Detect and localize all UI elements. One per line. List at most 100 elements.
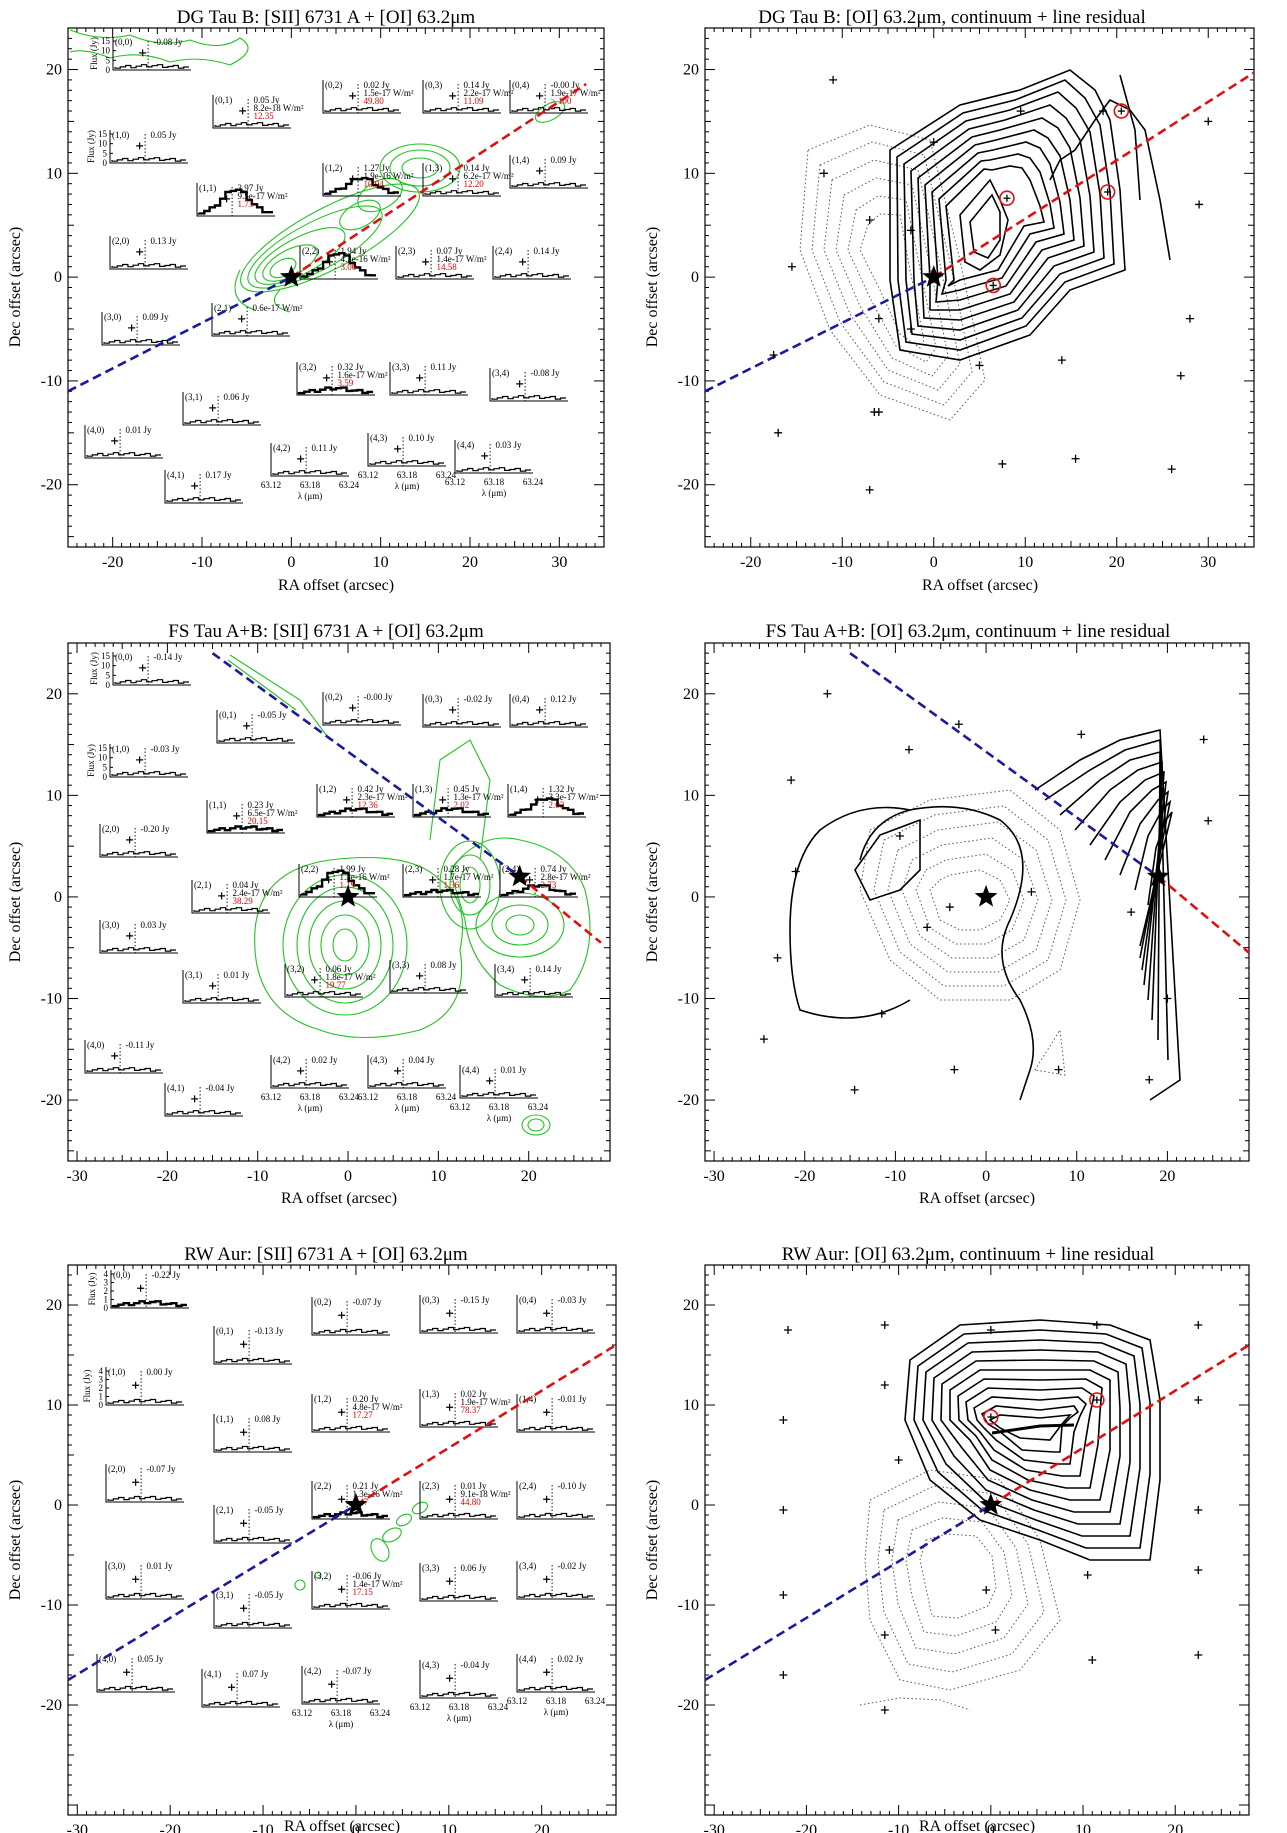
spectrum-cell: (4,3) 0.10 Jy — [367, 433, 446, 467]
cell-index-label: (3,1) — [216, 1590, 233, 1600]
spectrum-cell: (3,1) -0.05 Jy — [213, 1590, 292, 1629]
wavelength-tick-label: 63.12 — [261, 480, 281, 490]
y-tick-label: -20 — [41, 1697, 62, 1714]
flux-axis-label: Flux (Jy) — [86, 130, 96, 163]
spectrum-cell: (1,1) 3.97 Jy9.5e-17 W/m²1.73 — [196, 183, 288, 217]
flux-tick-label: 0 — [103, 772, 108, 782]
cell-axes — [412, 784, 491, 818]
x-tick-label: -10 — [247, 1168, 268, 1185]
spaxel-marker — [1027, 887, 1036, 896]
cell-axes — [182, 392, 261, 426]
cell-index-label: (4,2) — [304, 1666, 321, 1676]
x-tick-label: 0 — [987, 1822, 995, 1833]
spectrum-trace — [421, 1512, 496, 1518]
spectrum-cell: (0,3) -0.15 Jy — [419, 1295, 498, 1334]
cell-axes — [516, 1561, 595, 1600]
cell-index-label: (3,2) — [287, 964, 304, 974]
x-tick-label: 0 — [344, 1168, 352, 1185]
cell-flux-value: 0.12 Jy — [551, 694, 578, 704]
cell-index-label: (0,1) — [215, 95, 232, 105]
cell-line-ratio: 1.19 — [340, 880, 356, 890]
blue-jet-axis — [211, 652, 521, 878]
x-tick-label: 10 — [1075, 1822, 1091, 1833]
x-axis-label: RA offset (arcsec) — [284, 1818, 400, 1833]
cell-axes — [419, 1660, 498, 1699]
spectrum-trace — [215, 1357, 290, 1363]
x-axis-label: RA offset (arcsec) — [919, 1190, 1035, 1207]
spectrum-cell: (4,2) 0.11 Jy — [270, 443, 349, 477]
spaxel-marker — [449, 92, 457, 100]
cell-index-label: (0,4) — [519, 1295, 536, 1305]
flux-tick-label: 15 — [101, 651, 111, 661]
wavelength-tick-label: 63.18 — [397, 470, 418, 480]
cell-axes — [284, 964, 363, 998]
spectrum-trace — [403, 888, 479, 897]
spaxel-marker — [1185, 314, 1194, 323]
cell-axes — [270, 443, 349, 477]
spectra-grid: (0,0) -0.14 Jy(0,1) -0.05 Jy(0,2) -0.00 Jy(… — [84, 651, 599, 1123]
spectrum-trace — [214, 122, 289, 127]
cell-axes — [422, 694, 501, 728]
red-jet-axis — [990, 1343, 1250, 1507]
flux-tick-label: 15 — [101, 36, 111, 46]
spaxel-marker — [880, 1706, 889, 1714]
spectrum-cell: (3,1) 0.06 Jy — [182, 392, 261, 426]
wavelength-axis-label: λ (μm) — [544, 1707, 568, 1717]
spectrum-cell: (0,1) -0.05 Jy — [216, 710, 295, 744]
spaxel-marker — [1194, 1506, 1203, 1514]
spectrum-trace — [286, 991, 361, 996]
wavelength-axis-label: λ (μm) — [447, 1713, 471, 1723]
flux-tick-label: 0 — [104, 1303, 109, 1313]
y-tick-label: 10 — [46, 1397, 62, 1414]
spectrum-cell: (2,4) 0.14 Jy — [492, 246, 571, 280]
cell-flux-value: 0.03 Jy — [496, 440, 523, 450]
spectrum-cell: (3,0) 0.03 Jy — [99, 920, 178, 954]
cell-index-label: (4,3) — [370, 433, 387, 443]
dotted-contours — [799, 124, 986, 421]
cell-line-flux: 6.2e-17 W/m² — [464, 171, 514, 181]
cell-line-ratio: 1.36 — [444, 880, 460, 890]
spectrum-cell: (4,4) 0.02 Jy — [516, 1654, 595, 1693]
red-jet-axis — [933, 71, 1255, 279]
x-tick-label: 10 — [1069, 1168, 1085, 1185]
spectrum-trace — [111, 771, 186, 776]
star-icon — [974, 884, 998, 907]
spaxel-marker — [787, 776, 796, 785]
cell-flux-value: 0.74 Jy — [541, 864, 568, 874]
wavelength-tick-label: 63.12 — [261, 1092, 281, 1102]
panel-title: RW Aur: [SII] 6731 A + [OI] 63.2μm — [184, 1244, 468, 1265]
spaxel-marker — [338, 1495, 346, 1503]
cell-axes — [213, 1326, 292, 1365]
x-tick-label: -30 — [704, 1822, 725, 1833]
spaxel-marker — [136, 142, 144, 150]
spaxel-marker — [906, 325, 915, 334]
y-tick-label: 20 — [683, 1297, 699, 1314]
spaxel-marker — [536, 92, 544, 100]
wavelength-tick-label: 63.18 — [484, 477, 505, 487]
spectrum-trace — [272, 1082, 347, 1087]
spaxel-marker — [543, 1668, 551, 1676]
spectrum-trace — [86, 1067, 161, 1072]
cell-axes — [402, 864, 481, 898]
cell-flux-value: -0.15 Jy — [461, 1295, 490, 1305]
y-tick-label: -10 — [41, 1597, 62, 1614]
spaxel-marker — [865, 216, 874, 225]
spectrum-trace — [461, 1092, 536, 1097]
star-icon — [344, 1493, 368, 1515]
spectrum-cell: (4,1) 0.17 Jy — [164, 470, 243, 504]
spectrum-trace — [421, 1326, 496, 1332]
spectrum-trace — [101, 947, 176, 952]
cell-axes — [419, 1563, 498, 1602]
spectrum-cell: (1,4) 0.09 Jy — [509, 155, 588, 189]
peak-circle — [985, 277, 1002, 294]
x-tick-label: 10 — [373, 554, 389, 571]
x-tick-label: -30 — [67, 1822, 88, 1833]
spectrum-trace — [313, 1328, 388, 1334]
spaxel-marker — [338, 1408, 346, 1416]
spaxel-marker — [239, 107, 247, 115]
cell-index-label: (1,0) — [112, 744, 129, 754]
cell-line-ratio: 78.37 — [461, 1405, 482, 1415]
